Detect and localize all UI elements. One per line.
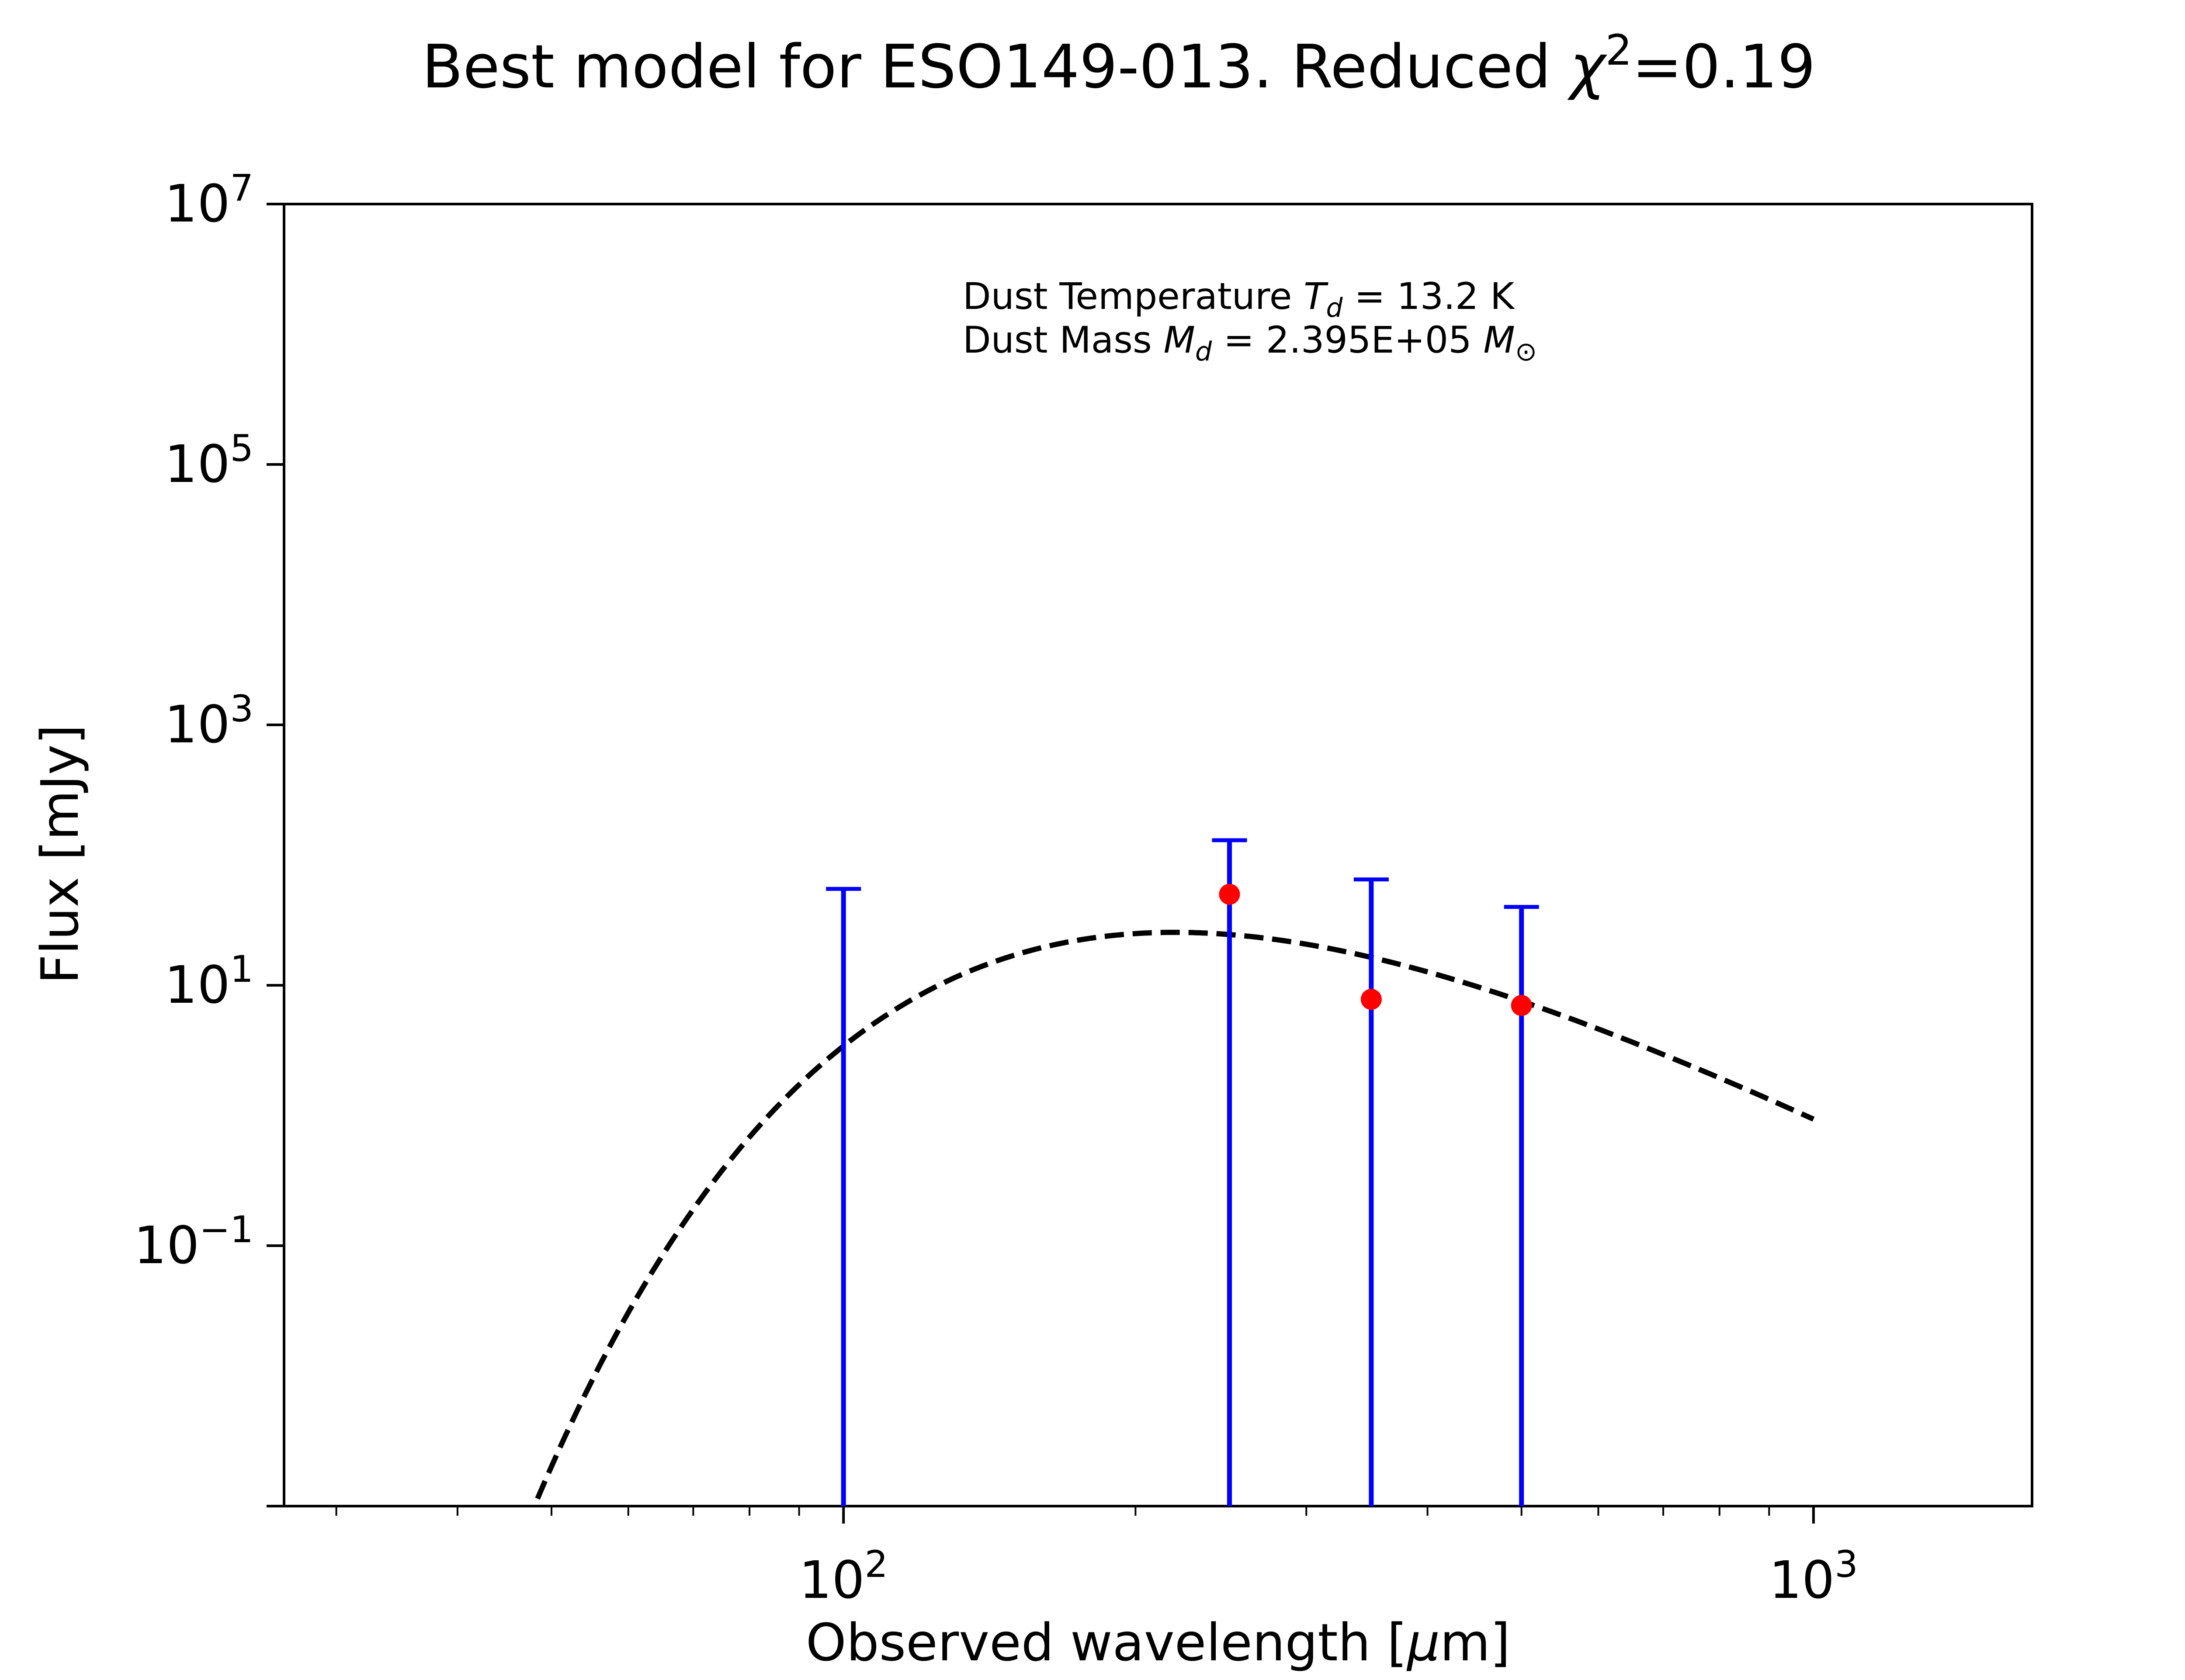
ann-mass-symbol: M: [1164, 319, 1195, 361]
title-main: Best model for ESO149-013. Reduced: [422, 32, 1570, 102]
y-tick-exp: 7: [230, 166, 253, 209]
x-tick-exp: 2: [865, 1543, 888, 1586]
y-tick-base: 10: [164, 694, 230, 755]
y-tick-label: 101: [164, 948, 253, 1015]
y-tick-label: 10−1: [134, 1208, 253, 1275]
model-curve-group: [535, 929, 1815, 1500]
y-axis-label: Flux [mJy]: [30, 724, 90, 984]
xlabel-rest: m]: [1440, 1612, 1510, 1673]
x-tick-exp: 3: [1835, 1543, 1858, 1586]
y-tick-base: 10: [164, 173, 230, 234]
data-point: [1511, 995, 1532, 1016]
y-tick-exp: 5: [230, 427, 253, 470]
x-axis-label: Observed wavelength [μm]: [806, 1612, 1510, 1673]
ann-mass-unit: M: [1483, 319, 1515, 361]
chart-title: Best model for ESO149-013. Reduced χ2=0.…: [422, 26, 1815, 102]
title-value: =0.19: [1632, 32, 1816, 102]
title-sup: 2: [1606, 26, 1632, 75]
data-point: [1360, 989, 1382, 1010]
ann-mass-unit-sub: ⊙: [1515, 336, 1537, 367]
x-tick-base: 10: [1769, 1550, 1835, 1610]
ann-temp-symbol: T: [1304, 275, 1328, 318]
observations-group: [826, 838, 1539, 1506]
title-chi: χ: [1567, 32, 1608, 102]
ann-mass-value: = 2.395E+05: [1212, 319, 1483, 361]
ann-temp-value: = 13.2 K: [1343, 275, 1516, 318]
y-tick-base: 10: [164, 434, 230, 494]
y-tick-label: 107: [164, 166, 253, 234]
y-tick-base: 10: [164, 955, 230, 1015]
y-tick-exp: 1: [230, 948, 253, 991]
y-tick-label: 105: [164, 427, 253, 494]
annotation-temperature: Dust Temperature Td = 13.2 K: [963, 275, 1515, 323]
y-tick-base: 10: [134, 1215, 199, 1275]
y-tick-exp: −1: [199, 1208, 253, 1251]
x-tick-base: 10: [799, 1550, 864, 1610]
annotation-mass: Dust Mass Md = 2.395E+05 M⊙: [963, 319, 1537, 367]
y-tick-exp: 3: [230, 687, 253, 730]
ann-temp-text: Dust Temperature: [963, 275, 1304, 318]
y-tick-label: 103: [164, 687, 253, 755]
plot-frame: [283, 203, 2033, 1507]
ann-temp-sub: d: [1326, 293, 1343, 323]
xlabel-main: Observed wavelength [: [806, 1612, 1407, 1673]
model-curve: [535, 929, 1815, 1500]
ann-mass-text: Dust Mass: [963, 319, 1164, 361]
ann-mass-sub: d: [1195, 336, 1212, 367]
data-point: [1219, 883, 1240, 905]
x-tick-label: 103: [1769, 1543, 1858, 1610]
xlabel-mu: μ: [1406, 1612, 1440, 1673]
x-tick-label: 102: [799, 1543, 888, 1610]
